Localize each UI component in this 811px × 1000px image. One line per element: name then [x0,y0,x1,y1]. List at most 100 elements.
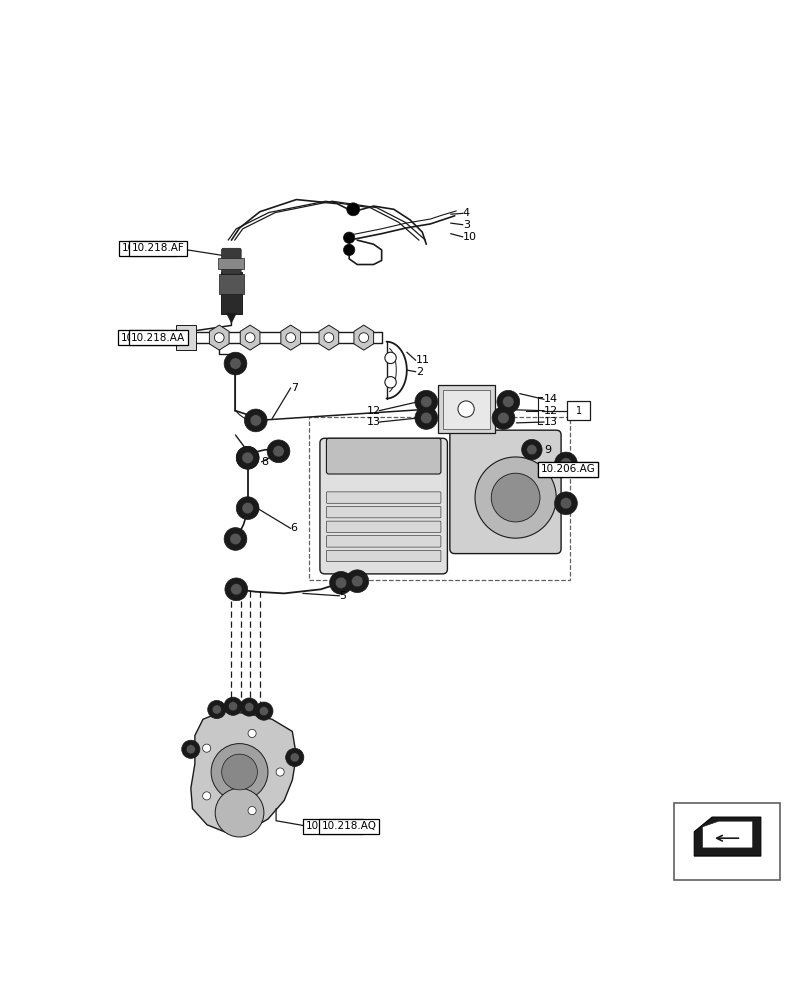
Circle shape [335,577,346,589]
Text: 2: 2 [415,367,423,377]
Circle shape [345,570,368,593]
Circle shape [250,415,261,426]
Circle shape [214,333,224,342]
Text: 13: 13 [367,417,380,427]
Polygon shape [319,325,338,350]
Text: 9: 9 [543,445,551,455]
Circle shape [324,333,333,342]
Circle shape [236,446,259,469]
Circle shape [208,700,225,719]
Circle shape [491,473,539,522]
Bar [673,803,779,880]
Circle shape [420,396,431,407]
Polygon shape [191,711,296,833]
Circle shape [236,497,259,519]
Circle shape [203,744,211,752]
Circle shape [384,377,396,388]
Text: 14: 14 [543,394,557,404]
Circle shape [521,439,542,460]
Circle shape [224,352,247,375]
Circle shape [203,792,211,800]
FancyBboxPatch shape [566,401,590,420]
FancyBboxPatch shape [326,492,440,503]
Text: 10.206.AG: 10.206.AG [540,464,595,474]
Text: 13: 13 [543,417,557,427]
Circle shape [343,232,354,243]
Circle shape [247,729,255,737]
Circle shape [215,788,264,837]
Circle shape [212,705,221,714]
Text: 11: 11 [415,355,429,365]
Circle shape [414,390,437,413]
Circle shape [230,358,241,369]
Text: 4: 4 [462,208,470,218]
FancyBboxPatch shape [219,274,243,294]
Circle shape [242,502,253,514]
Circle shape [224,697,242,715]
Circle shape [224,528,247,550]
FancyBboxPatch shape [221,248,241,274]
Circle shape [526,445,536,455]
Text: 10.218.AA: 10.218.AA [131,333,185,343]
Circle shape [236,446,259,469]
Circle shape [496,390,519,413]
Circle shape [182,740,200,758]
FancyBboxPatch shape [326,536,440,547]
Circle shape [221,754,257,790]
Circle shape [560,458,571,469]
Polygon shape [209,325,229,350]
Circle shape [346,203,359,216]
Text: 8: 8 [261,457,268,467]
Text: 10.218.AF: 10.218.AF [122,243,174,253]
Circle shape [247,807,255,815]
Polygon shape [702,821,752,848]
Circle shape [343,244,354,256]
Circle shape [285,748,303,766]
Circle shape [244,703,254,712]
Circle shape [414,407,437,429]
Circle shape [267,440,290,463]
Text: 3: 3 [462,220,470,230]
Circle shape [358,333,368,342]
Circle shape [230,533,241,545]
FancyBboxPatch shape [449,430,560,554]
Text: 10: 10 [462,232,476,242]
FancyBboxPatch shape [326,521,440,532]
Circle shape [351,576,363,587]
Text: 7: 7 [290,383,298,393]
Polygon shape [354,325,373,350]
Text: 10.218.AQ: 10.218.AQ [321,821,376,831]
Polygon shape [693,817,760,856]
FancyBboxPatch shape [437,385,494,433]
Circle shape [384,352,396,364]
Circle shape [272,446,284,457]
FancyBboxPatch shape [326,550,440,562]
Text: 10.218.AQ: 10.218.AQ [305,821,360,831]
FancyBboxPatch shape [326,506,440,518]
Text: 10.218.AA: 10.218.AA [121,333,174,343]
FancyBboxPatch shape [442,390,489,429]
Circle shape [228,702,238,711]
Bar [308,417,569,580]
Circle shape [420,412,431,424]
Circle shape [290,753,299,762]
Circle shape [259,707,268,716]
Circle shape [554,492,577,515]
Polygon shape [226,313,236,323]
Circle shape [554,452,577,475]
Polygon shape [281,325,300,350]
Circle shape [502,396,513,407]
Text: 10.206.AG: 10.206.AG [540,464,595,474]
Circle shape [240,698,258,716]
Circle shape [491,407,514,429]
Circle shape [245,333,255,342]
FancyBboxPatch shape [221,272,242,314]
FancyBboxPatch shape [176,325,195,350]
Circle shape [242,452,253,463]
Text: 1: 1 [575,406,581,416]
Text: 6: 6 [290,523,298,533]
Text: 12: 12 [543,406,557,416]
Circle shape [474,457,556,538]
Circle shape [276,768,284,776]
FancyBboxPatch shape [320,438,447,574]
